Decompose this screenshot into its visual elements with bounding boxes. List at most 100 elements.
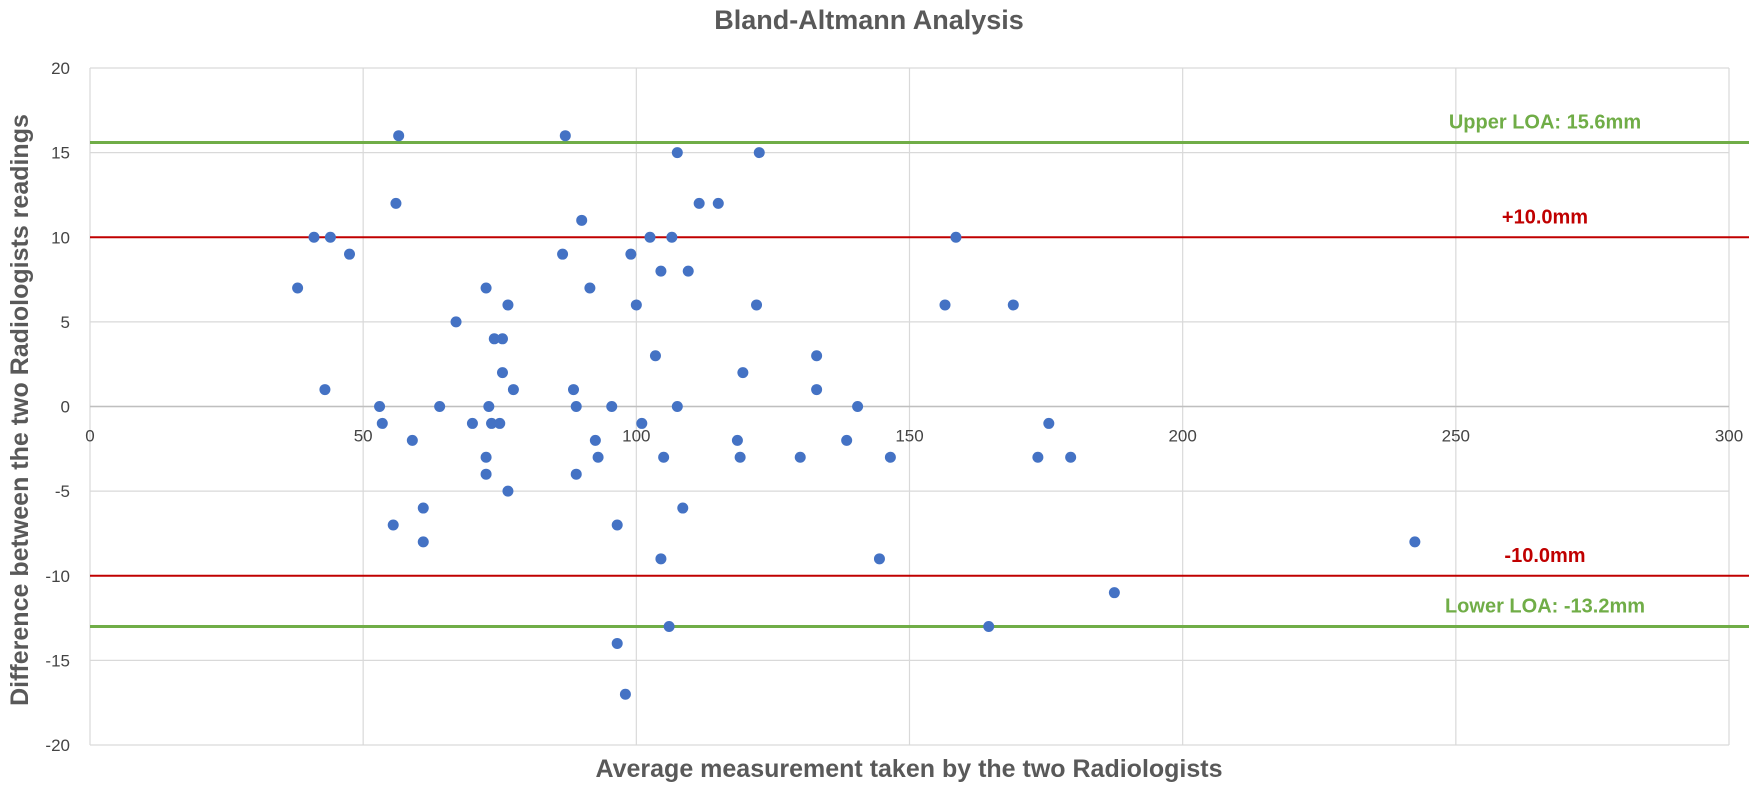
data-point-10	[406, 434, 418, 446]
data-point-59	[737, 367, 749, 379]
data-point-27	[507, 384, 519, 396]
data-point-28	[559, 130, 571, 142]
reference-label-3: Lower LOA: -13.2mm	[1445, 596, 1645, 618]
data-point-55	[693, 197, 705, 209]
data-point-47	[655, 553, 667, 565]
data-point-69	[939, 299, 951, 311]
data-point-33	[576, 214, 588, 226]
data-point-63	[811, 350, 823, 362]
data-point-34	[584, 282, 596, 294]
y-axis-title: Difference between the two Radiologists …	[6, 114, 34, 706]
y-tick-label-5: 5	[61, 313, 70, 332]
data-point-23	[496, 333, 508, 345]
data-point-30	[568, 384, 580, 396]
data-point-29	[557, 248, 569, 260]
data-point-46	[655, 265, 667, 277]
data-point-64	[811, 384, 823, 396]
data-point-70	[950, 231, 962, 243]
data-point-17	[480, 451, 492, 463]
data-point-6	[376, 417, 388, 429]
data-point-18	[480, 468, 492, 480]
x-tick-label-4: 200	[1168, 427, 1196, 446]
x-tick-label-3: 150	[895, 427, 923, 446]
reference-line-labels: Upper LOA: 15.6mm +10.0mm -10.0mm Lower LOA…	[1445, 111, 1645, 617]
data-point-75	[1065, 451, 1077, 463]
x-tick-labels: 0 50 100 150 200 250 300	[85, 427, 1743, 446]
x-tick-label-0: 0	[85, 427, 94, 446]
data-point-72	[1007, 299, 1019, 311]
data-point-52	[671, 401, 683, 412]
data-point-14	[450, 316, 462, 328]
data-point-37	[606, 401, 618, 412]
y-tick-label-4: 0	[61, 398, 70, 417]
data-point-76	[1108, 587, 1120, 599]
y-tick-label-8: 20	[51, 59, 70, 78]
data-point-5	[374, 401, 386, 412]
y-tick-label-6: 10	[51, 228, 70, 247]
y-tick-label-7: 15	[51, 144, 70, 163]
data-point-13	[434, 401, 446, 412]
data-point-50	[666, 231, 678, 243]
data-point-39	[611, 637, 623, 649]
data-point-7	[390, 197, 402, 209]
data-point-38	[611, 519, 623, 531]
data-point-40	[619, 688, 631, 700]
data-point-74	[1043, 417, 1055, 429]
y-tick-labels: -20 -15 -10 -5 0 5 10 15 20	[45, 59, 70, 755]
data-point-56	[712, 197, 724, 209]
chart-title: Bland-Altmann Analysis	[714, 5, 1024, 35]
data-point-3	[319, 384, 331, 396]
data-point-49	[663, 621, 675, 633]
data-point-20	[486, 417, 498, 429]
x-tick-label-1: 50	[354, 427, 373, 446]
data-point-61	[753, 147, 765, 159]
data-point-21	[488, 333, 500, 345]
data-point-0	[292, 282, 304, 294]
y-tick-label-2: -10	[45, 567, 70, 586]
data-point-26	[502, 485, 514, 497]
data-point-4	[344, 248, 356, 260]
data-point-36	[592, 451, 604, 463]
y-tick-label-1: -15	[45, 651, 70, 670]
x-tick-label-6: 300	[1715, 427, 1743, 446]
data-point-24	[496, 367, 508, 379]
data-point-16	[480, 282, 492, 294]
data-point-22	[494, 417, 506, 429]
x-tick-label-2: 100	[622, 427, 650, 446]
reference-label-2: -10.0mm	[1504, 545, 1585, 567]
reference-lines	[90, 140, 1749, 629]
data-point-45	[649, 350, 661, 362]
data-point-25	[502, 299, 514, 311]
data-point-19	[483, 401, 495, 412]
data-point-58	[734, 451, 746, 463]
x-axis-title: Average measurement taken by the two Rad…	[595, 755, 1222, 783]
reference-label-1: +10.0mm	[1502, 206, 1588, 228]
data-point-73	[1032, 451, 1044, 463]
data-point-54	[682, 265, 694, 277]
data-point-57	[731, 434, 743, 446]
data-point-12	[417, 536, 429, 548]
data-point-9	[387, 519, 399, 531]
data-point-67	[873, 553, 885, 565]
data-point-31	[570, 401, 582, 412]
data-point-60	[751, 299, 763, 311]
data-point-15	[466, 417, 478, 429]
data-point-1	[308, 231, 320, 243]
data-point-51	[671, 147, 683, 159]
y-tick-label-0: -20	[45, 736, 70, 755]
data-point-35	[589, 434, 601, 446]
data-point-11	[417, 502, 429, 514]
reference-label-0: Upper LOA: 15.6mm	[1449, 111, 1641, 133]
data-point-77	[1409, 536, 1421, 548]
data-point-43	[636, 417, 648, 429]
data-point-42	[630, 299, 642, 311]
data-point-68	[884, 451, 896, 463]
x-tick-label-5: 250	[1442, 427, 1470, 446]
data-point-65	[841, 434, 853, 446]
y-tick-label-3: -5	[55, 482, 70, 501]
data-point-53	[677, 502, 689, 514]
data-point-71	[983, 621, 995, 633]
data-point-41	[625, 248, 637, 260]
